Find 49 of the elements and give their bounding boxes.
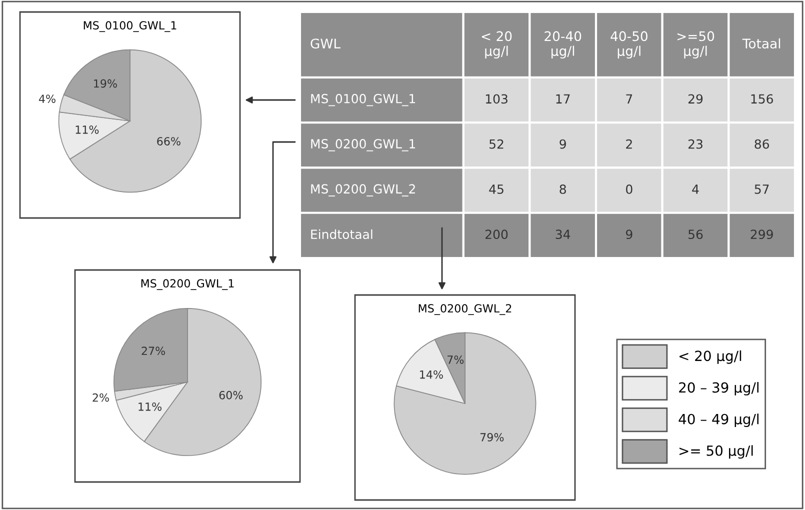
- pie-slice: [394, 332, 536, 475]
- data-label: 52: [490, 139, 504, 149]
- x-tick-label: < 20 µg/l: [482, 31, 512, 58]
- data-label: 156: [751, 94, 773, 104]
- data-label: 7: [626, 94, 632, 104]
- legend-label: 20 – 39 µg/l: [679, 382, 758, 396]
- data-label: 66%: [157, 137, 180, 146]
- data-label: 34: [556, 230, 570, 240]
- data-label: 299: [750, 230, 773, 240]
- legend-label: < 20 µg/l: [680, 350, 742, 364]
- data-label: 23: [688, 139, 702, 149]
- y-tick-label: MS_0100_GWL_1: [311, 94, 416, 106]
- legend-label: 40 – 49 µg/l: [678, 414, 758, 428]
- chart-title: MS_0100_GWL_1: [84, 21, 176, 32]
- y-tick-label: MS_0200_GWL_1: [311, 139, 416, 152]
- data-label: 14%: [420, 370, 443, 379]
- data-label: 45: [489, 184, 504, 194]
- data-label: 11%: [138, 402, 162, 411]
- x-tick-label: 20-40 µg/l: [544, 31, 582, 58]
- data-label: 56: [688, 230, 703, 240]
- y-tick-label: Eindtotaal: [311, 229, 372, 240]
- data-label: 29: [688, 94, 703, 104]
- data-label: 4%: [38, 94, 56, 103]
- data-label: 57: [754, 184, 769, 194]
- data-label: 8: [560, 184, 566, 194]
- x-tick-label: 40-50 µg/l: [610, 31, 648, 58]
- data-label: 60%: [219, 390, 243, 400]
- data-label: 19%: [94, 79, 117, 88]
- chart-title: MS_0200_GWL_2: [418, 304, 512, 315]
- legend-label: >= 50 µg/l: [680, 445, 753, 459]
- data-label: 9: [560, 139, 566, 149]
- data-label: 86: [754, 139, 769, 149]
- data-label: 200: [486, 230, 508, 240]
- x-tick-label: Totaal: [742, 38, 780, 49]
- data-label: 7%: [448, 355, 464, 364]
- data-label: 0: [626, 184, 632, 194]
- data-label: 4: [692, 184, 699, 194]
- x-tick-label: >=50 µg/l: [677, 31, 714, 58]
- data-label: 11%: [76, 125, 99, 134]
- data-label: 103: [486, 94, 508, 104]
- data-label: 17: [556, 94, 570, 104]
- data-label: 9: [626, 230, 632, 240]
- data-label: 27%: [142, 346, 166, 356]
- text: GWL: [310, 38, 340, 49]
- data-label: 2: [626, 139, 632, 149]
- y-tick-label: MS_0200_GWL_2: [311, 184, 415, 196]
- data-label: 2%: [92, 393, 109, 402]
- data-label: 79%: [480, 433, 504, 442]
- chart-title: MS_0200_GWL_1: [141, 279, 234, 290]
